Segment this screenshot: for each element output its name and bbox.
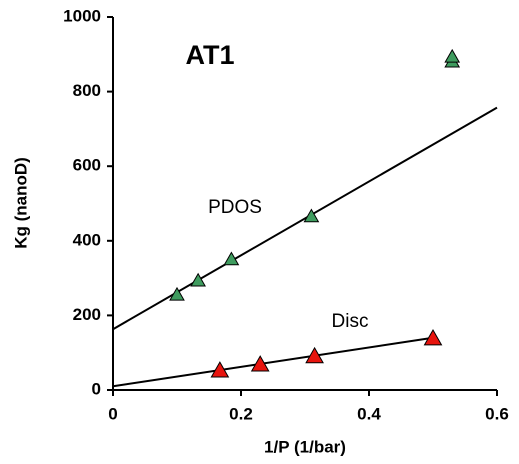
y-tick-label: 200	[73, 305, 101, 324]
y-tick-label: 1000	[63, 6, 101, 25]
point	[250, 355, 270, 372]
y-tick-label: 400	[73, 230, 101, 249]
fit-line	[112, 106, 498, 331]
series-label: PDOS	[208, 197, 262, 218]
x-tick-label: 0.2	[229, 404, 253, 423]
point	[190, 272, 206, 287]
x-axis-label: 1/P (1/bar)	[264, 437, 346, 456]
series-label: Disc	[332, 311, 369, 332]
y-tick-label: 800	[73, 81, 101, 100]
x-tick-label: 0	[108, 404, 117, 423]
point	[169, 286, 185, 301]
fit-line	[112, 336, 434, 388]
annotation: AT1	[185, 40, 234, 70]
point	[423, 329, 443, 346]
y-axis-label: Kg (nanoD)	[11, 157, 30, 249]
point	[210, 361, 230, 378]
x-tick-label: 0.4	[357, 404, 381, 423]
y-tick-label: 0	[92, 379, 101, 398]
point	[305, 346, 324, 364]
point	[444, 48, 461, 63]
point	[303, 208, 320, 223]
point	[223, 251, 240, 266]
y-tick-label: 600	[73, 156, 101, 175]
x-tick-label: 0.6	[485, 404, 509, 423]
